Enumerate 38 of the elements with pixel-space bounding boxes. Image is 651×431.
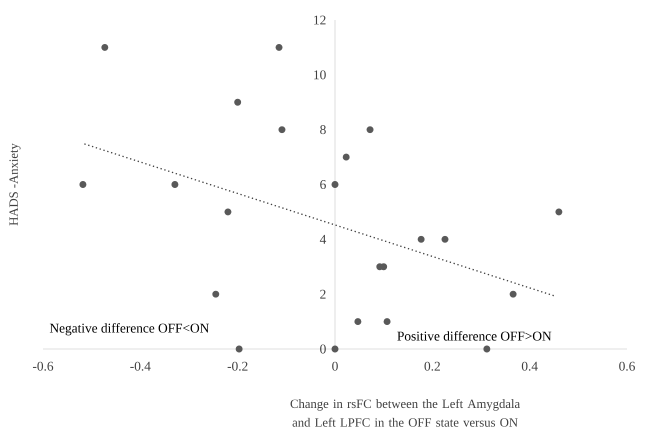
point	[510, 290, 517, 298]
point	[342, 154, 350, 160]
x-tick-label: -0.2	[228, 362, 248, 371]
point	[79, 180, 86, 188]
y-tick-label: 6	[320, 180, 326, 189]
y-tick-label: 8	[320, 125, 326, 134]
y-axis-title: HADS -Anxiety	[9, 143, 21, 226]
point	[276, 44, 283, 51]
point	[418, 236, 425, 243]
point	[234, 98, 242, 106]
y-tick-label: 2	[320, 290, 326, 298]
x-tick-label: 0.6	[619, 362, 635, 371]
point	[171, 180, 178, 188]
point	[384, 318, 391, 325]
x-tick-label: 0	[332, 362, 338, 371]
point	[212, 290, 220, 298]
annotation: Negative difference OFF<ON	[50, 323, 209, 336]
y-tick-label: 0	[320, 344, 326, 354]
y-tick-label: 4	[320, 234, 326, 244]
point	[224, 208, 232, 216]
x-tick-label: 0.4	[522, 362, 538, 371]
point	[555, 208, 562, 216]
x-tick-label: -0.6	[32, 362, 54, 371]
annotation: Positive difference OFF>ON	[397, 330, 552, 340]
y-tick-label: 10	[314, 70, 326, 80]
point	[366, 126, 374, 134]
point	[278, 126, 286, 134]
point	[236, 345, 243, 352]
x-tick-label: -0.4	[130, 362, 151, 371]
x-axis-title: Change in rsFC between the Left Amygdala and Left LPFC in the OFF state versus ON	[290, 398, 520, 427]
x-tick-label: 0.2	[424, 362, 440, 371]
point	[442, 236, 448, 243]
point	[332, 345, 338, 352]
point	[332, 180, 338, 188]
point	[101, 44, 108, 51]
y-tick-label: 12	[314, 15, 326, 24]
point	[354, 318, 362, 325]
point	[483, 345, 490, 352]
